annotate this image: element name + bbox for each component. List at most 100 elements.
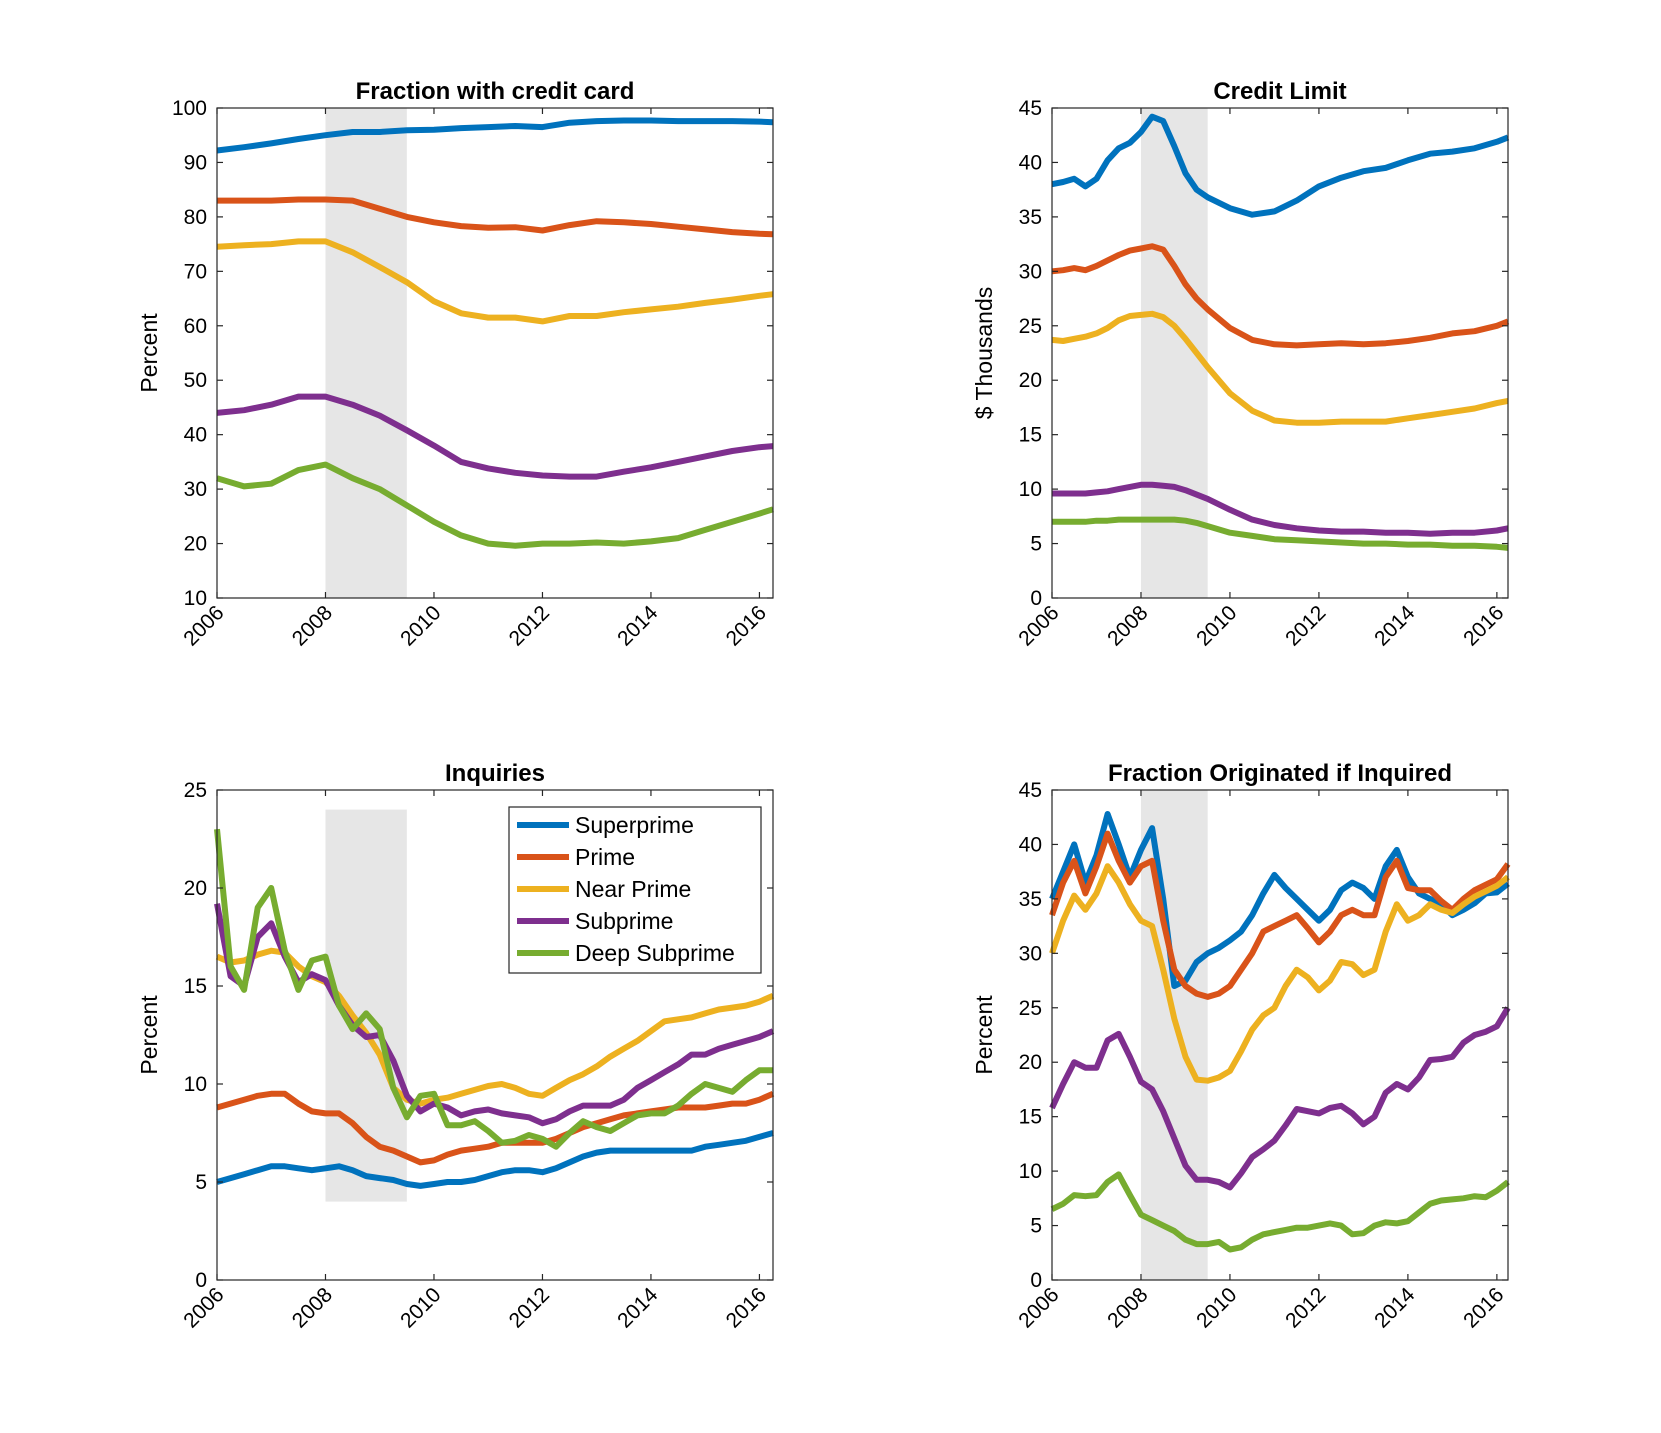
series-line-near-prime [216,238,774,325]
y-tick-label: 50 [184,369,207,392]
series-line-superprime [1049,811,1510,989]
series-line-subprime [1049,1006,1511,1191]
chart-title: Credit Limit [1213,78,1346,105]
x-tick-label: 2008 [288,1283,337,1332]
x-tick-label: 2012 [505,1283,554,1332]
panel-inquiries: 0 5 10 15 20 25 2006 2008 2010 2012 2014 2016 Inquir… [136,760,775,1333]
chart-title: Fraction Originated if Inquired [1108,760,1452,787]
legend-label-subprime: Subprime [575,908,673,934]
y-tick-label: 20 [184,533,207,556]
y-tick-label: 0 [1030,587,1042,610]
y-tick-label: 0 [195,1269,207,1292]
x-tick-label: 2010 [1192,601,1241,650]
y-tick-label: 35 [1019,888,1042,911]
x-tick-label: 2016 [1459,601,1508,650]
x-tick-label: 2008 [1103,601,1152,650]
x-tick-label: 2008 [1103,1283,1152,1332]
x-tick-label: 2014 [1370,601,1420,651]
panel-credit-limit: 0 5 10 15 20 25 30 35 40 45 2006 2008 2010 2012 2014 20… [971,78,1510,651]
axes-frame [1051,789,1509,1281]
x-tick-label: 2016 [1459,1283,1508,1332]
y-tick-label: 30 [1019,942,1042,965]
y-tick-label: 100 [172,97,207,120]
y-tick-label: 0 [1030,1269,1042,1292]
x-tick-label: 2006 [179,1283,228,1332]
y-tick-label: 5 [195,1171,207,1194]
plot-area [1052,108,1508,598]
y-tick-label: 15 [1019,424,1042,447]
y-axis-label: Percent [971,995,997,1075]
x-tick-label: 2016 [722,1283,771,1332]
y-tick-label: 80 [184,206,207,229]
axes-frame [216,107,774,599]
y-tick-label: 10 [184,587,207,610]
y-tick-label: 5 [1030,533,1042,556]
x-tick-label: 2006 [1014,601,1063,650]
y-tick-label: 25 [184,779,207,802]
y-tick-label: 30 [184,478,207,501]
y-tick-label: 25 [1019,997,1042,1020]
legend-label-prime: Prime [575,844,635,870]
x-tick-label: 2010 [1192,1283,1241,1332]
axes-frame [1051,107,1509,599]
y-axis-label: Percent [136,313,162,393]
y-tick-label: 10 [1019,478,1042,501]
y-tick-label: 30 [1019,260,1042,283]
x-tick-label: 2014 [613,1283,663,1333]
series-line-superprime [216,117,774,154]
series-line-deep-subprime [1052,516,1509,551]
series-line-subprime [1052,481,1509,537]
y-tick-label: 60 [184,315,207,338]
series-line-superprime [1051,113,1510,218]
y-tick-label: 35 [1019,206,1042,229]
y-tick-label: 15 [1019,1106,1042,1129]
y-tick-label: 20 [184,877,207,900]
y-tick-label: 5 [1030,1215,1042,1238]
y-tick-label: 15 [184,975,207,998]
y-tick-label: 20 [1019,1051,1042,1074]
y-tick-label: 70 [184,260,207,283]
y-tick-label: 90 [184,151,207,174]
y-tick-label: 10 [184,1073,207,1096]
x-tick-label: 2014 [613,601,663,651]
x-tick-label: 2012 [1281,601,1330,650]
y-tick-label: 40 [184,424,207,447]
y-tick-label: 40 [1019,151,1042,174]
y-axis-label: $ Thousands [971,287,997,420]
series-line-prime [1051,243,1510,349]
legend-label-superprime: Superprime [575,812,694,838]
chart-title: Fraction with credit card [356,78,635,105]
y-tick-label: 20 [1019,369,1042,392]
x-tick-label: 2014 [1370,1283,1420,1333]
y-tick-label: 40 [1019,833,1042,856]
x-tick-label: 2010 [396,1283,445,1332]
y-axis-label: Percent [136,995,162,1075]
y-tick-label: 45 [1019,97,1042,120]
series-line-prime [217,196,774,238]
recession-shade [325,108,407,598]
chart-title: Inquiries [445,760,545,787]
x-tick-label: 2012 [1281,1283,1330,1332]
legend-label-deep-subprime: Deep Subprime [575,940,735,966]
series-line-near-prime [1049,863,1510,1084]
series-line-near-prime [1051,310,1509,426]
y-tick-label: 45 [1019,779,1042,802]
series-line-superprime [216,1130,774,1189]
axes-frame [216,789,774,1281]
series-line-deep-subprime [216,461,774,549]
y-tick-label: 25 [1019,315,1042,338]
x-tick-label: 2010 [396,601,445,650]
legend: Superprime Prime Near Prime Subprime Deep Su… [508,806,762,974]
x-tick-label: 2012 [505,601,554,650]
series-line-subprime [216,393,774,480]
x-tick-label: 2006 [1014,1283,1063,1332]
y-tick-label: 10 [1019,1160,1042,1183]
x-tick-label: 2008 [288,601,337,650]
series-line-prime [1049,830,1511,1000]
series-line-subprime [214,903,775,1127]
series-line-deep-subprime [214,828,773,1150]
x-tick-label: 2016 [722,601,771,650]
plot-area [217,108,773,598]
